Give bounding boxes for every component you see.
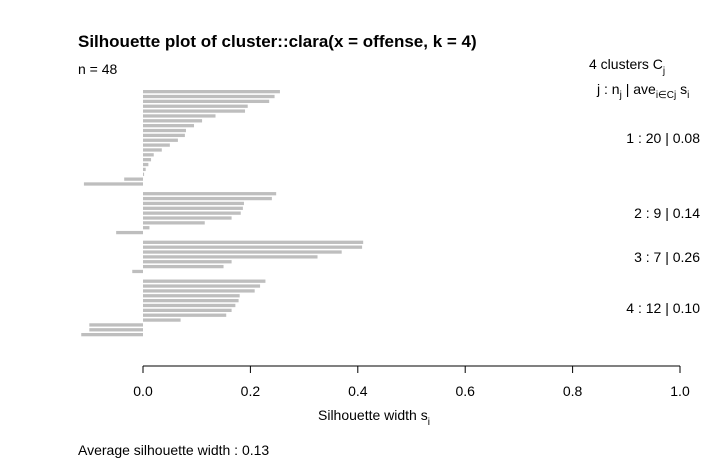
cluster-label: 3 : 7 | 0.26 <box>634 249 700 265</box>
silhouette-bar <box>143 298 239 303</box>
legend-header-clusters: 4 clusters Cj <box>589 56 665 77</box>
average-silhouette-width: Average silhouette width : 0.13 <box>78 442 269 458</box>
cluster-label: 4 : 12 | 0.10 <box>626 300 700 316</box>
silhouette-bar <box>143 158 152 162</box>
silhouette-bar <box>143 172 145 176</box>
silhouette-bar <box>89 323 143 327</box>
silhouette-bar <box>81 333 143 337</box>
silhouette-bar <box>143 167 146 172</box>
silhouette-bar <box>143 109 246 113</box>
silhouette-bar <box>143 226 150 230</box>
silhouette-bar <box>143 128 186 133</box>
legend-header-columns: j : nj | avei∈Cj si <box>596 81 689 101</box>
x-tick-label: 0.8 <box>563 383 583 399</box>
silhouette-bar <box>143 114 216 118</box>
silhouette-bar <box>143 255 318 259</box>
silhouette-bar <box>132 269 143 274</box>
silhouette-bar <box>143 148 162 152</box>
silhouette-bar <box>143 153 154 157</box>
cluster-labels-group: 1 : 20 | 0.08 2 : 9 | 0.14 3 : 7 | 0.26 4 :… <box>626 130 700 316</box>
silhouette-bar <box>143 284 261 288</box>
silhouette-bar <box>143 240 364 244</box>
cluster-label: 1 : 20 | 0.08 <box>626 130 700 146</box>
silhouette-bar <box>143 303 236 308</box>
x-axis-ticks: 0.0 0.2 0.4 0.6 0.8 1.0 <box>133 366 690 399</box>
silhouette-bar <box>143 196 272 201</box>
silhouette-bar <box>143 133 185 138</box>
silhouette-bar <box>143 162 149 167</box>
chart-title: Silhouette plot of cluster::clara(x = of… <box>78 32 477 51</box>
bars-group <box>81 90 364 337</box>
silhouette-bar <box>143 201 244 206</box>
silhouette-bar <box>143 221 205 225</box>
silhouette-bar <box>143 104 248 108</box>
silhouette-bar <box>143 264 224 269</box>
silhouette-bar <box>143 289 255 293</box>
silhouette-bar <box>143 138 178 142</box>
x-tick-label: 0.0 <box>133 383 153 399</box>
x-tick-label: 1.0 <box>670 383 690 399</box>
silhouette-bar <box>143 245 363 249</box>
silhouette-bar <box>124 177 143 181</box>
x-axis-label: Silhouette width si <box>318 407 430 428</box>
silhouette-bar <box>143 192 277 196</box>
x-tick-label: 0.2 <box>241 383 261 399</box>
silhouette-bar <box>143 90 280 94</box>
silhouette-bar <box>143 124 195 128</box>
silhouette-bar <box>143 318 181 322</box>
silhouette-bar <box>143 250 342 254</box>
x-tick-label: 0.4 <box>348 383 368 399</box>
silhouette-bar <box>143 211 241 215</box>
silhouette-bar <box>143 308 232 312</box>
silhouette-bar <box>116 230 143 235</box>
silhouette-bar <box>143 279 266 283</box>
silhouette-bar <box>143 119 203 123</box>
n-label: n = 48 <box>78 61 118 77</box>
silhouette-bar <box>143 313 227 317</box>
silhouette-bar <box>143 206 243 210</box>
silhouette-bar <box>143 94 275 99</box>
cluster-label: 2 : 9 | 0.14 <box>634 205 700 221</box>
silhouette-bar <box>143 216 232 220</box>
silhouette-bar <box>143 294 240 298</box>
silhouette-bar <box>143 99 270 104</box>
x-tick-label: 0.6 <box>455 383 475 399</box>
silhouette-bar <box>143 260 232 264</box>
silhouette-bar <box>83 182 143 186</box>
silhouette-bar <box>89 328 143 332</box>
silhouette-bar <box>143 143 170 147</box>
